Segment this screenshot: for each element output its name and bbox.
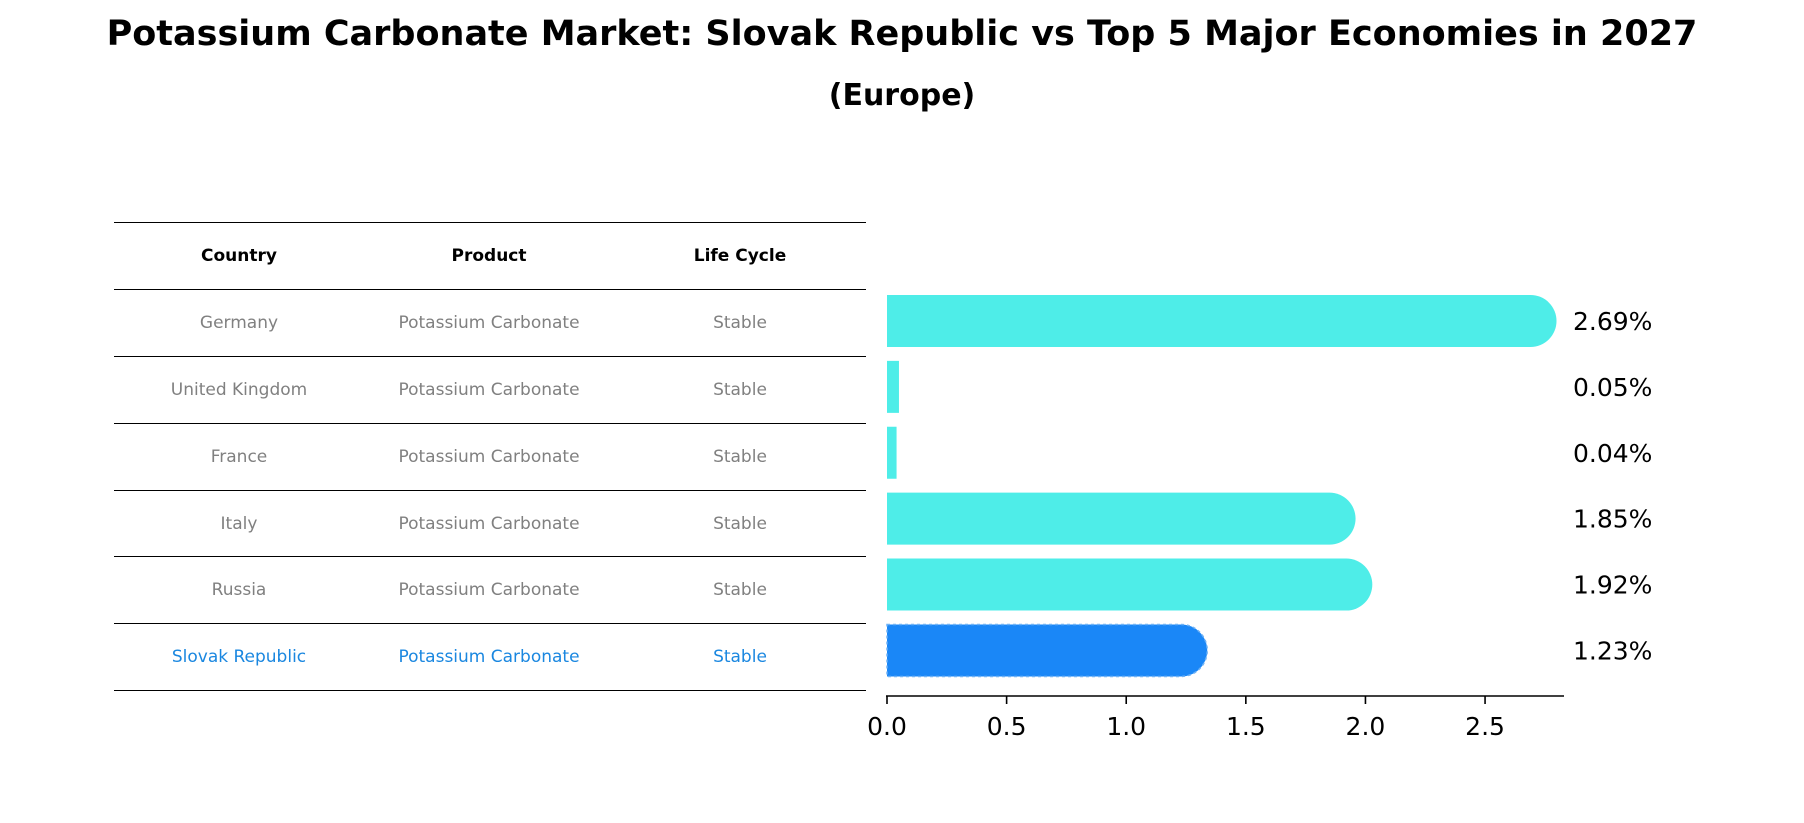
bar xyxy=(887,558,1373,611)
cell-life-cycle: Stable xyxy=(614,288,866,357)
cell-life-cycle: Stable xyxy=(614,422,866,491)
cell-country: Russia xyxy=(114,556,364,624)
table-row: France Potassium Carbonate Stable xyxy=(114,422,866,491)
cell-product: Potassium Carbonate xyxy=(364,422,614,491)
data-table: Country Product Life Cycle Germany Potas… xyxy=(114,222,866,692)
data-label: 1.92% xyxy=(1573,571,1652,600)
data-label: 2.69% xyxy=(1573,307,1652,336)
x-tick-label: 2.5 xyxy=(1465,712,1505,741)
cell-country: United Kingdom xyxy=(114,355,364,424)
x-tick-label: 0.5 xyxy=(987,712,1027,741)
cell-life-cycle: Stable xyxy=(614,556,866,624)
bar xyxy=(887,426,897,479)
table-header-row: Country Product Life Cycle xyxy=(114,222,866,290)
cell-country: Germany xyxy=(114,288,364,357)
table-row: United Kingdom Potassium Carbonate Stabl… xyxy=(114,355,866,424)
header-product: Product xyxy=(364,222,614,290)
x-tick-label: 2.0 xyxy=(1346,712,1386,741)
cell-product: Potassium Carbonate xyxy=(364,623,614,692)
bar-highlighted xyxy=(886,623,1208,678)
cell-product: Potassium Carbonate xyxy=(364,288,614,357)
chart-title: Potassium Carbonate Market: Slovak Repub… xyxy=(106,14,1698,54)
table-row-highlighted: Slovak Republic Potassium Carbonate Stab… xyxy=(114,623,866,692)
bar xyxy=(887,294,1557,347)
cell-life-cycle: Stable xyxy=(614,623,866,692)
x-tick-label: 0.0 xyxy=(867,712,907,741)
x-tick-label: 1.0 xyxy=(1106,712,1146,741)
data-label: 1.85% xyxy=(1573,505,1652,534)
bar xyxy=(887,492,1356,545)
header-life-cycle: Life Cycle xyxy=(614,222,866,290)
table-row: Germany Potassium Carbonate Stable xyxy=(114,288,866,357)
cell-life-cycle: Stable xyxy=(614,355,866,424)
cell-product: Potassium Carbonate xyxy=(364,489,614,557)
cell-product: Potassium Carbonate xyxy=(364,556,614,624)
cell-product: Potassium Carbonate xyxy=(364,355,614,424)
data-label: 1.23% xyxy=(1573,636,1652,665)
cell-country: Slovak Republic xyxy=(114,623,364,692)
cell-country: France xyxy=(114,422,364,491)
cell-life-cycle: Stable xyxy=(614,489,866,557)
data-label: 0.04% xyxy=(1573,439,1652,468)
cell-country: Italy xyxy=(114,489,364,557)
header-country: Country xyxy=(114,222,364,290)
bar xyxy=(887,360,899,413)
chart-subtitle: (Europe) xyxy=(828,78,976,113)
table-row: Italy Potassium Carbonate Stable xyxy=(114,489,866,557)
table-row: Russia Potassium Carbonate Stable xyxy=(114,556,866,624)
data-label: 0.05% xyxy=(1573,373,1652,402)
x-tick-label: 1.5 xyxy=(1226,712,1266,741)
